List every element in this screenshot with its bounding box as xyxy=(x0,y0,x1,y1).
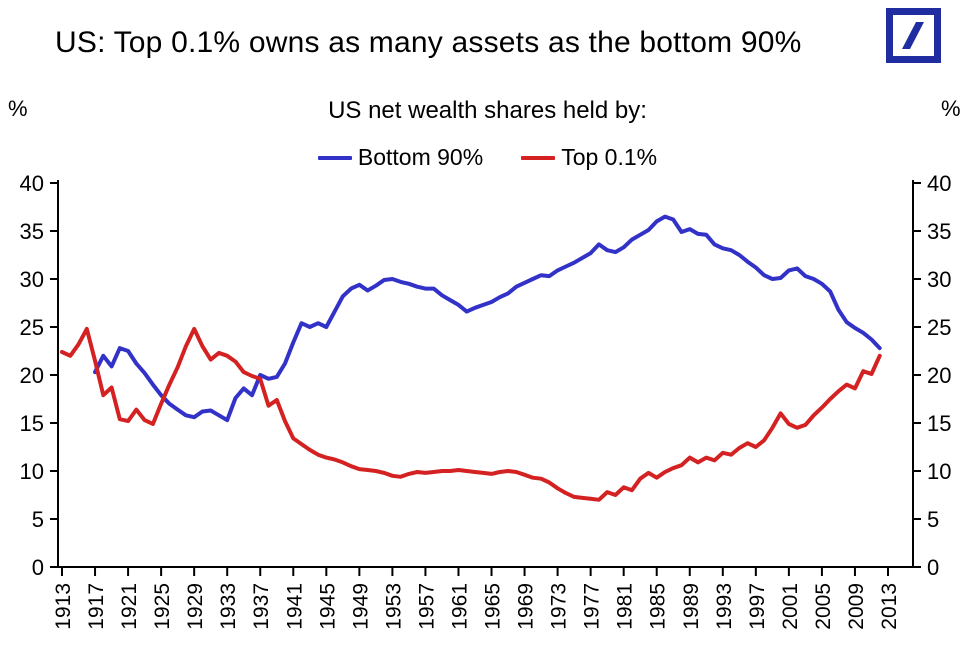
legend-line-swatch-blue xyxy=(317,155,352,160)
x-axis-year-label: 2013 xyxy=(878,583,901,630)
right-axis-tick-label: 5 xyxy=(927,507,939,532)
left-axis-tick-label: 35 xyxy=(20,219,44,244)
x-axis-year-label: 1989 xyxy=(680,583,703,630)
left-axis-tick-label: 30 xyxy=(20,267,44,292)
chart-subtitle: US net wealth shares held by: xyxy=(328,97,647,124)
left-axis-tick-label: 40 xyxy=(20,171,44,196)
x-axis-year-label: 1969 xyxy=(515,583,538,630)
left-axis-tick-label: 10 xyxy=(20,459,44,484)
right-axis-tick-label: 15 xyxy=(927,411,951,436)
x-axis-year-label: 1941 xyxy=(283,583,306,630)
series-line-bottom-90- xyxy=(93,214,882,423)
left-axis-tick-label: 25 xyxy=(20,315,44,340)
x-axis-year-label: 1953 xyxy=(382,583,405,630)
right-axis-tick-label: 40 xyxy=(927,171,951,196)
x-axis-year-label: 2005 xyxy=(812,583,835,630)
x-axis-year-label: 1977 xyxy=(581,583,604,630)
deutsche-bank-logo xyxy=(886,8,941,63)
x-axis-year-label: 1981 xyxy=(614,583,637,630)
x-axis-year-label: 1917 xyxy=(85,583,108,630)
left-axis-tick-label: 20 xyxy=(20,363,44,388)
series-line-top-0-1- xyxy=(60,326,882,502)
x-axis-year-label: 1921 xyxy=(118,583,141,630)
left-axis-unit: % xyxy=(8,96,28,121)
legend-label: Bottom 90% xyxy=(357,144,484,170)
legend-label: Top 0.1% xyxy=(561,144,658,170)
legend-line-swatch-red xyxy=(521,155,556,160)
x-axis-year-label: 1937 xyxy=(250,583,273,630)
x-axis-year-label: 1925 xyxy=(151,583,174,630)
chart-legend: Bottom 90% Top 0.1% xyxy=(200,144,775,171)
x-axis-year-label: 1997 xyxy=(746,583,769,630)
right-axis-tick-label: 20 xyxy=(927,363,951,388)
left-axis-tick-label: 15 xyxy=(20,411,44,436)
x-axis-year-label: 1965 xyxy=(482,583,505,630)
legend-item-bottom-90: Bottom 90% xyxy=(317,144,484,171)
right-axis-tick-label: 30 xyxy=(927,267,951,292)
x-axis-year-label: 1929 xyxy=(184,583,207,630)
x-axis-year-label: 1945 xyxy=(316,583,339,630)
x-axis-year-label: 1961 xyxy=(448,583,471,630)
x-axis-year-label: 1993 xyxy=(713,583,736,630)
x-axis-year-label: 1957 xyxy=(415,583,438,630)
legend-item-top-01: Top 0.1% xyxy=(521,144,657,171)
x-axis-year-label: 2009 xyxy=(845,583,868,630)
x-axis-year-label: 1949 xyxy=(349,583,372,630)
right-axis-unit: % xyxy=(941,96,961,121)
right-axis-tick-label: 0 xyxy=(927,555,939,580)
left-axis-tick-label: 5 xyxy=(32,507,44,532)
right-axis-tick-label: 35 xyxy=(927,219,951,244)
x-axis-year-label: 1973 xyxy=(548,583,571,630)
left-axis-tick-label: 0 xyxy=(32,555,44,580)
x-axis-year-label: 1985 xyxy=(647,583,670,630)
logo-slash-icon xyxy=(902,22,924,49)
x-axis-year-label: 1933 xyxy=(217,583,240,630)
right-axis-tick-label: 10 xyxy=(927,459,951,484)
x-axis-year-label: 1913 xyxy=(52,583,75,630)
page-title: US: Top 0.1% owns as many assets as the … xyxy=(55,26,802,59)
right-axis-tick-label: 25 xyxy=(927,315,951,340)
x-axis-year-label: 2001 xyxy=(779,583,802,630)
